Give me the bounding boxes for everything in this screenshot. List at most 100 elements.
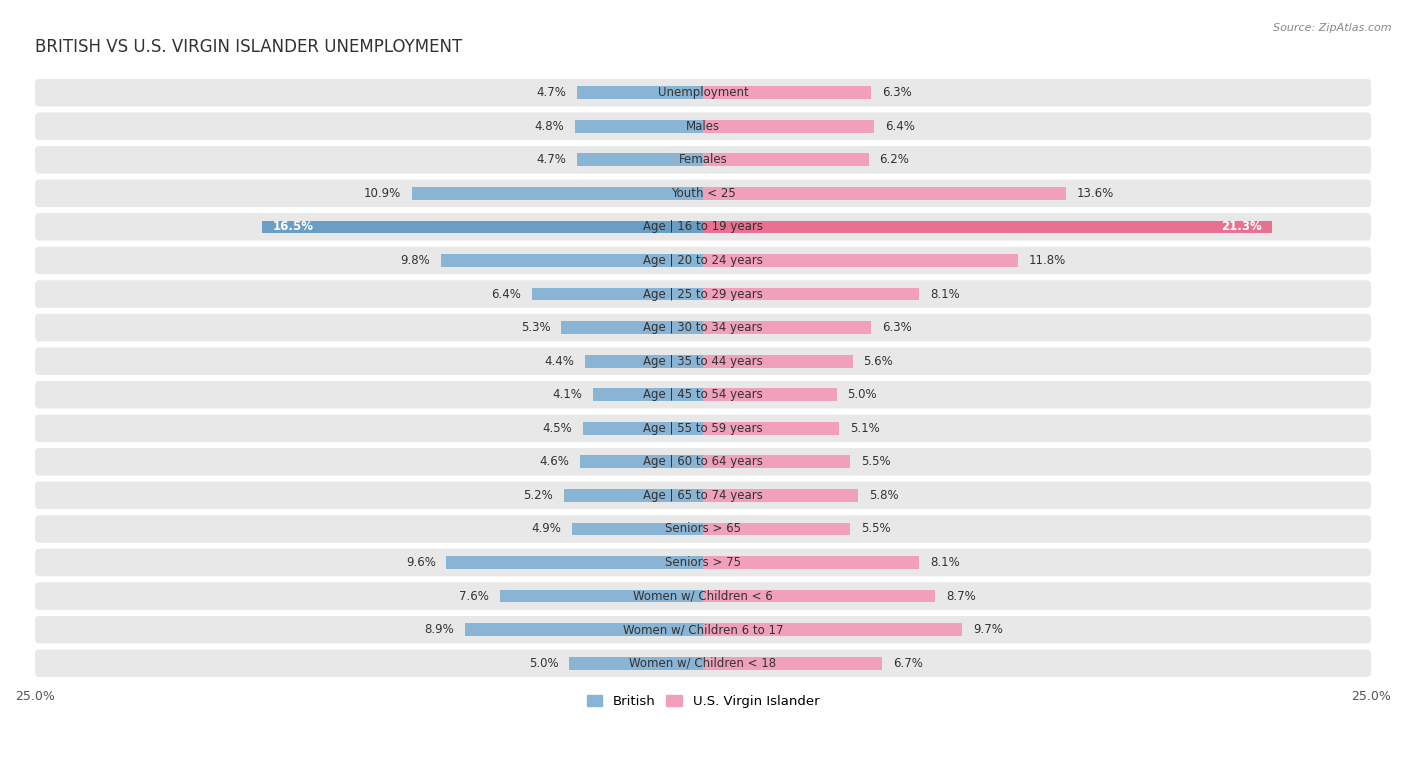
- Bar: [441, 254, 703, 267]
- FancyBboxPatch shape: [35, 549, 1371, 576]
- Text: 21.3%: 21.3%: [1220, 220, 1261, 233]
- Bar: [585, 355, 703, 368]
- Bar: [575, 120, 703, 132]
- Bar: [703, 388, 837, 401]
- Bar: [447, 556, 703, 569]
- Bar: [572, 522, 703, 535]
- Text: 13.6%: 13.6%: [1077, 187, 1115, 200]
- Text: 9.8%: 9.8%: [401, 254, 430, 267]
- Text: 5.1%: 5.1%: [851, 422, 880, 435]
- Text: Males: Males: [686, 120, 720, 132]
- Bar: [703, 623, 962, 636]
- Bar: [578, 86, 703, 99]
- Text: 6.4%: 6.4%: [492, 288, 522, 301]
- Text: Seniors > 75: Seniors > 75: [665, 556, 741, 569]
- Bar: [703, 321, 872, 334]
- Text: 8.1%: 8.1%: [931, 556, 960, 569]
- Bar: [531, 288, 703, 301]
- Legend: British, U.S. Virgin Islander: British, U.S. Virgin Islander: [581, 690, 825, 713]
- Text: Seniors > 65: Seniors > 65: [665, 522, 741, 535]
- Text: Age | 65 to 74 years: Age | 65 to 74 years: [643, 489, 763, 502]
- FancyBboxPatch shape: [35, 582, 1371, 610]
- Bar: [501, 590, 703, 603]
- Text: 4.6%: 4.6%: [540, 456, 569, 469]
- Text: 5.0%: 5.0%: [848, 388, 877, 401]
- Text: Age | 30 to 34 years: Age | 30 to 34 years: [643, 321, 763, 334]
- Bar: [564, 489, 703, 502]
- Text: Age | 16 to 19 years: Age | 16 to 19 years: [643, 220, 763, 233]
- Text: 9.7%: 9.7%: [973, 623, 1002, 636]
- Text: 8.7%: 8.7%: [946, 590, 976, 603]
- Bar: [703, 456, 851, 469]
- Text: Women w/ Children 6 to 17: Women w/ Children 6 to 17: [623, 623, 783, 636]
- Text: 5.5%: 5.5%: [860, 522, 890, 535]
- Bar: [569, 657, 703, 670]
- Text: 5.6%: 5.6%: [863, 355, 893, 368]
- Text: Women w/ Children < 18: Women w/ Children < 18: [630, 657, 776, 670]
- Bar: [703, 556, 920, 569]
- Text: BRITISH VS U.S. VIRGIN ISLANDER UNEMPLOYMENT: BRITISH VS U.S. VIRGIN ISLANDER UNEMPLOY…: [35, 38, 463, 56]
- Text: 11.8%: 11.8%: [1029, 254, 1066, 267]
- FancyBboxPatch shape: [35, 113, 1371, 140]
- FancyBboxPatch shape: [35, 347, 1371, 375]
- Bar: [561, 321, 703, 334]
- Bar: [703, 187, 1066, 200]
- Bar: [703, 522, 851, 535]
- Bar: [581, 456, 703, 469]
- FancyBboxPatch shape: [35, 79, 1371, 107]
- FancyBboxPatch shape: [35, 213, 1371, 241]
- Text: Age | 55 to 59 years: Age | 55 to 59 years: [643, 422, 763, 435]
- Text: 4.4%: 4.4%: [546, 355, 575, 368]
- Bar: [703, 422, 839, 435]
- Bar: [465, 623, 703, 636]
- Bar: [703, 657, 882, 670]
- Text: 4.1%: 4.1%: [553, 388, 582, 401]
- Bar: [593, 388, 703, 401]
- FancyBboxPatch shape: [35, 481, 1371, 509]
- Text: 4.9%: 4.9%: [531, 522, 561, 535]
- Text: Source: ZipAtlas.com: Source: ZipAtlas.com: [1274, 23, 1392, 33]
- Text: 5.0%: 5.0%: [529, 657, 558, 670]
- FancyBboxPatch shape: [35, 146, 1371, 173]
- Text: 5.8%: 5.8%: [869, 489, 898, 502]
- Text: 4.8%: 4.8%: [534, 120, 564, 132]
- Text: 7.6%: 7.6%: [460, 590, 489, 603]
- FancyBboxPatch shape: [35, 448, 1371, 475]
- Bar: [412, 187, 703, 200]
- Text: 4.5%: 4.5%: [543, 422, 572, 435]
- Bar: [262, 220, 703, 233]
- Text: 8.9%: 8.9%: [425, 623, 454, 636]
- Text: 6.3%: 6.3%: [882, 321, 911, 334]
- Text: Females: Females: [679, 154, 727, 167]
- FancyBboxPatch shape: [35, 381, 1371, 409]
- Text: 6.2%: 6.2%: [879, 154, 910, 167]
- Bar: [703, 489, 858, 502]
- Text: 6.4%: 6.4%: [884, 120, 914, 132]
- Text: 16.5%: 16.5%: [273, 220, 314, 233]
- Bar: [582, 422, 703, 435]
- Bar: [703, 355, 852, 368]
- Bar: [578, 154, 703, 167]
- Text: Age | 20 to 24 years: Age | 20 to 24 years: [643, 254, 763, 267]
- Bar: [703, 86, 872, 99]
- Bar: [703, 254, 1018, 267]
- Bar: [703, 220, 1272, 233]
- Text: Age | 35 to 44 years: Age | 35 to 44 years: [643, 355, 763, 368]
- Text: 4.7%: 4.7%: [537, 154, 567, 167]
- Bar: [703, 120, 875, 132]
- FancyBboxPatch shape: [35, 516, 1371, 543]
- Text: Unemployment: Unemployment: [658, 86, 748, 99]
- Text: 10.9%: 10.9%: [364, 187, 401, 200]
- Text: 5.5%: 5.5%: [860, 456, 890, 469]
- FancyBboxPatch shape: [35, 247, 1371, 274]
- Text: 5.3%: 5.3%: [522, 321, 551, 334]
- Text: Youth < 25: Youth < 25: [671, 187, 735, 200]
- Text: 6.3%: 6.3%: [882, 86, 911, 99]
- Bar: [703, 154, 869, 167]
- FancyBboxPatch shape: [35, 650, 1371, 677]
- Text: 6.7%: 6.7%: [893, 657, 922, 670]
- Text: 8.1%: 8.1%: [931, 288, 960, 301]
- Text: Age | 60 to 64 years: Age | 60 to 64 years: [643, 456, 763, 469]
- FancyBboxPatch shape: [35, 314, 1371, 341]
- FancyBboxPatch shape: [35, 415, 1371, 442]
